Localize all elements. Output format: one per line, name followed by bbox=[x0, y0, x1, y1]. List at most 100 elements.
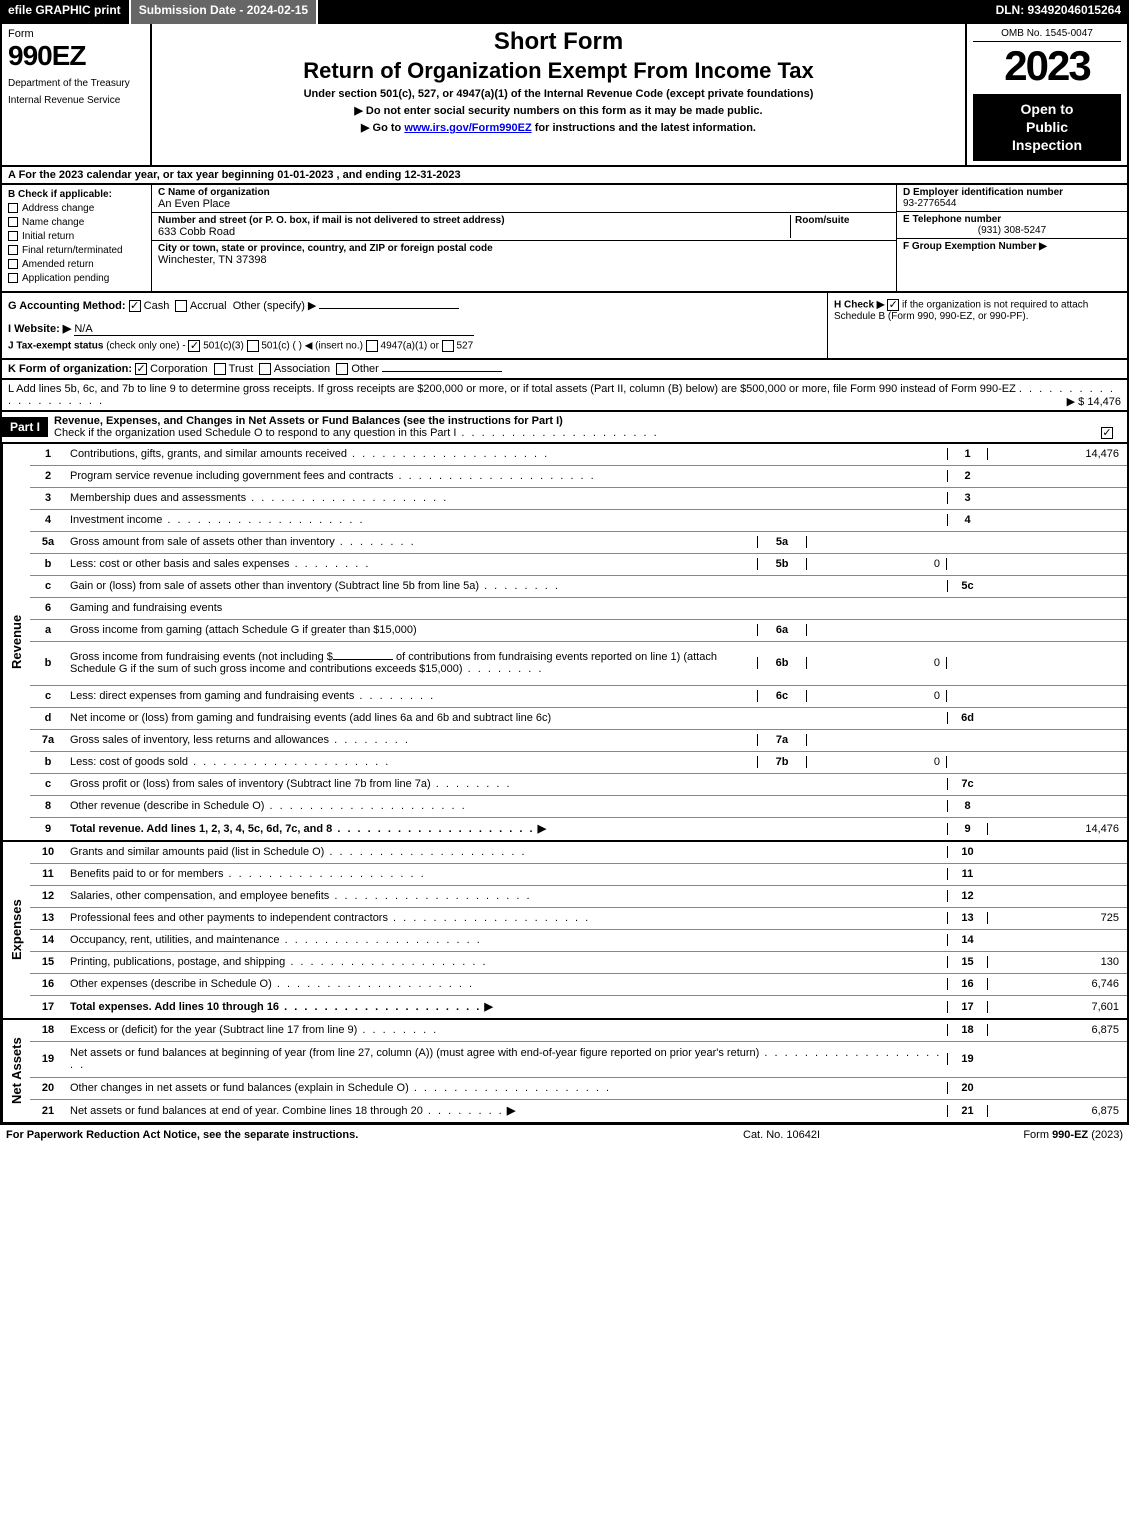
part-1-desc: Revenue, Expenses, and Changes in Net As… bbox=[48, 412, 1127, 442]
cb-final-return[interactable]: Final return/terminated bbox=[8, 245, 145, 256]
cb-other-org[interactable] bbox=[336, 363, 348, 375]
tax-year: 2023 bbox=[973, 42, 1121, 90]
line-1-text: Contributions, gifts, grants, and simila… bbox=[66, 446, 947, 462]
col-c-org-info: C Name of organization An Even Place Num… bbox=[152, 185, 897, 291]
org-name-label: C Name of organization bbox=[158, 187, 890, 198]
cb-amended-return[interactable]: Amended return bbox=[8, 259, 145, 270]
line-6: 6 Gaming and fundraising events bbox=[30, 598, 1127, 620]
org-name-row: C Name of organization An Even Place bbox=[152, 185, 896, 213]
cb-corporation[interactable] bbox=[135, 363, 147, 375]
line-7c: c Gross profit or (loss) from sales of i… bbox=[30, 774, 1127, 796]
street-label: Number and street (or P. O. box, if mail… bbox=[158, 215, 790, 226]
header-right: OMB No. 1545-0047 2023 Open to Public In… bbox=[967, 24, 1127, 165]
return-title: Return of Organization Exempt From Incom… bbox=[160, 58, 957, 84]
col-b-checkboxes: B Check if applicable: Address change Na… bbox=[2, 185, 152, 291]
topbar-spacer bbox=[318, 0, 987, 24]
cb-schedule-o[interactable] bbox=[1101, 427, 1113, 439]
line-6d: d Net income or (loss) from gaming and f… bbox=[30, 708, 1127, 730]
net-assets-table: Net Assets 18 Excess or (deficit) for th… bbox=[0, 1020, 1129, 1124]
part-1-sub: Check if the organization used Schedule … bbox=[54, 427, 456, 439]
revenue-lines: 1 Contributions, gifts, grants, and simi… bbox=[30, 444, 1127, 840]
footer-left: For Paperwork Reduction Act Notice, see … bbox=[6, 1129, 743, 1141]
street-value: 633 Cobb Road bbox=[158, 226, 790, 238]
footer-form-ref: Form 990-EZ (2023) bbox=[943, 1129, 1123, 1141]
cb-schedule-b[interactable] bbox=[887, 299, 899, 311]
ein-label: D Employer identification number bbox=[903, 187, 1121, 198]
form-number: 990EZ bbox=[8, 40, 144, 72]
tel-row: E Telephone number (931) 308-5247 bbox=[897, 212, 1127, 239]
form-header: Form 990EZ Department of the Treasury In… bbox=[0, 24, 1129, 167]
row-g-h: G Accounting Method: Cash Accrual Other … bbox=[0, 293, 1129, 360]
opt-4947: 4947(a)(1) or bbox=[381, 340, 439, 351]
line-9: 9 Total revenue. Add lines 1, 2, 3, 4, 5… bbox=[30, 818, 1127, 840]
opt-other-org: Other bbox=[351, 363, 379, 375]
opt-corporation: Corporation bbox=[150, 363, 207, 375]
opt-trust: Trust bbox=[229, 363, 254, 375]
cb-application-pending[interactable]: Application pending bbox=[8, 273, 145, 284]
line-16: 16 Other expenses (describe in Schedule … bbox=[30, 974, 1127, 996]
org-city-row: City or town, state or province, country… bbox=[152, 241, 896, 268]
section-a: A For the 2023 calendar year, or tax yea… bbox=[0, 167, 1129, 185]
city-value: Winchester, TN 37398 bbox=[158, 254, 890, 266]
line-5a: 5a Gross amount from sale of assets othe… bbox=[30, 532, 1127, 554]
line-20: 20 Other changes in net assets or fund b… bbox=[30, 1078, 1127, 1100]
group-label: F Group Exemption Number ▶ bbox=[903, 241, 1121, 252]
revenue-table: Revenue 1 Contributions, gifts, grants, … bbox=[0, 444, 1129, 842]
city-label: City or town, state or province, country… bbox=[158, 243, 890, 254]
k-label: K Form of organization: bbox=[8, 363, 132, 375]
line-13: 13 Professional fees and other payments … bbox=[30, 908, 1127, 930]
cb-trust[interactable] bbox=[214, 363, 226, 375]
cb-accrual[interactable] bbox=[175, 300, 187, 312]
net-assets-lines: 18 Excess or (deficit) for the year (Sub… bbox=[30, 1020, 1127, 1122]
cb-initial-return[interactable]: Initial return bbox=[8, 231, 145, 242]
line-1-num: 1 bbox=[30, 448, 66, 460]
line-8: 8 Other revenue (describe in Schedule O)… bbox=[30, 796, 1127, 818]
open-line-2: Public bbox=[977, 118, 1117, 136]
row-k: K Form of organization: Corporation Trus… bbox=[0, 360, 1129, 380]
open-line-1: Open to bbox=[977, 100, 1117, 118]
line-21: 21 Net assets or fund balances at end of… bbox=[30, 1100, 1127, 1122]
sidebar-expenses: Expenses bbox=[2, 842, 30, 1018]
tel-label: E Telephone number bbox=[903, 214, 1121, 225]
l-amount: ▶ $ 14,476 bbox=[1067, 395, 1121, 408]
irs-link[interactable]: www.irs.gov/Form990EZ bbox=[404, 122, 531, 134]
open-public-badge: Open to Public Inspection bbox=[973, 94, 1121, 161]
line-11: 11 Benefits paid to or for members 11 bbox=[30, 864, 1127, 886]
page-footer: For Paperwork Reduction Act Notice, see … bbox=[0, 1124, 1129, 1145]
sidebar-revenue: Revenue bbox=[2, 444, 30, 840]
submission-date-label: Submission Date - 2024-02-15 bbox=[131, 0, 318, 24]
line-17: 17 Total expenses. Add lines 10 through … bbox=[30, 996, 1127, 1018]
instruction-ssn: ▶ Do not enter social security numbers o… bbox=[160, 104, 957, 117]
cb-cash[interactable] bbox=[129, 300, 141, 312]
row-l: L Add lines 5b, 6c, and 7b to line 9 to … bbox=[0, 380, 1129, 412]
cb-501c[interactable] bbox=[247, 340, 259, 352]
line-2: 2 Program service revenue including gove… bbox=[30, 466, 1127, 488]
cb-4947[interactable] bbox=[366, 340, 378, 352]
cb-association[interactable] bbox=[259, 363, 271, 375]
part-1-header: Part I Revenue, Expenses, and Changes in… bbox=[0, 412, 1129, 444]
form-label: Form bbox=[8, 28, 144, 40]
cb-527[interactable] bbox=[442, 340, 454, 352]
line-6b: b Gross income from fundraising events (… bbox=[30, 642, 1127, 686]
omb-number: OMB No. 1545-0047 bbox=[973, 28, 1121, 42]
cb-name-change[interactable]: Name change bbox=[8, 217, 145, 228]
h-check: H Check ▶ if the organization is not req… bbox=[827, 293, 1127, 358]
line-1-amount: 14,476 bbox=[987, 448, 1127, 460]
cb-address-change[interactable]: Address change bbox=[8, 203, 145, 214]
instr-pre: ▶ Go to bbox=[361, 122, 404, 134]
line-5c: c Gain or (loss) from sale of assets oth… bbox=[30, 576, 1127, 598]
line-19: 19 Net assets or fund balances at beginn… bbox=[30, 1042, 1127, 1078]
expenses-table: Expenses 10 Grants and similar amounts p… bbox=[0, 842, 1129, 1020]
dept-irs: Internal Revenue Service bbox=[8, 95, 144, 106]
line-14: 14 Occupancy, rent, utilities, and maint… bbox=[30, 930, 1127, 952]
header-center: Short Form Return of Organization Exempt… bbox=[152, 24, 967, 165]
ein-row: D Employer identification number 93-2776… bbox=[897, 185, 1127, 212]
opt-527: 527 bbox=[456, 340, 473, 351]
room-label: Room/suite bbox=[795, 215, 890, 226]
footer-catalog: Cat. No. 10642I bbox=[743, 1129, 943, 1141]
cb-501c3[interactable] bbox=[188, 340, 200, 352]
line-1-box: 1 bbox=[947, 448, 987, 460]
g-label: G Accounting Method: bbox=[8, 300, 126, 312]
efile-print-button[interactable]: efile GRAPHIC print bbox=[0, 0, 131, 24]
group-exemption-row: F Group Exemption Number ▶ bbox=[897, 239, 1127, 254]
